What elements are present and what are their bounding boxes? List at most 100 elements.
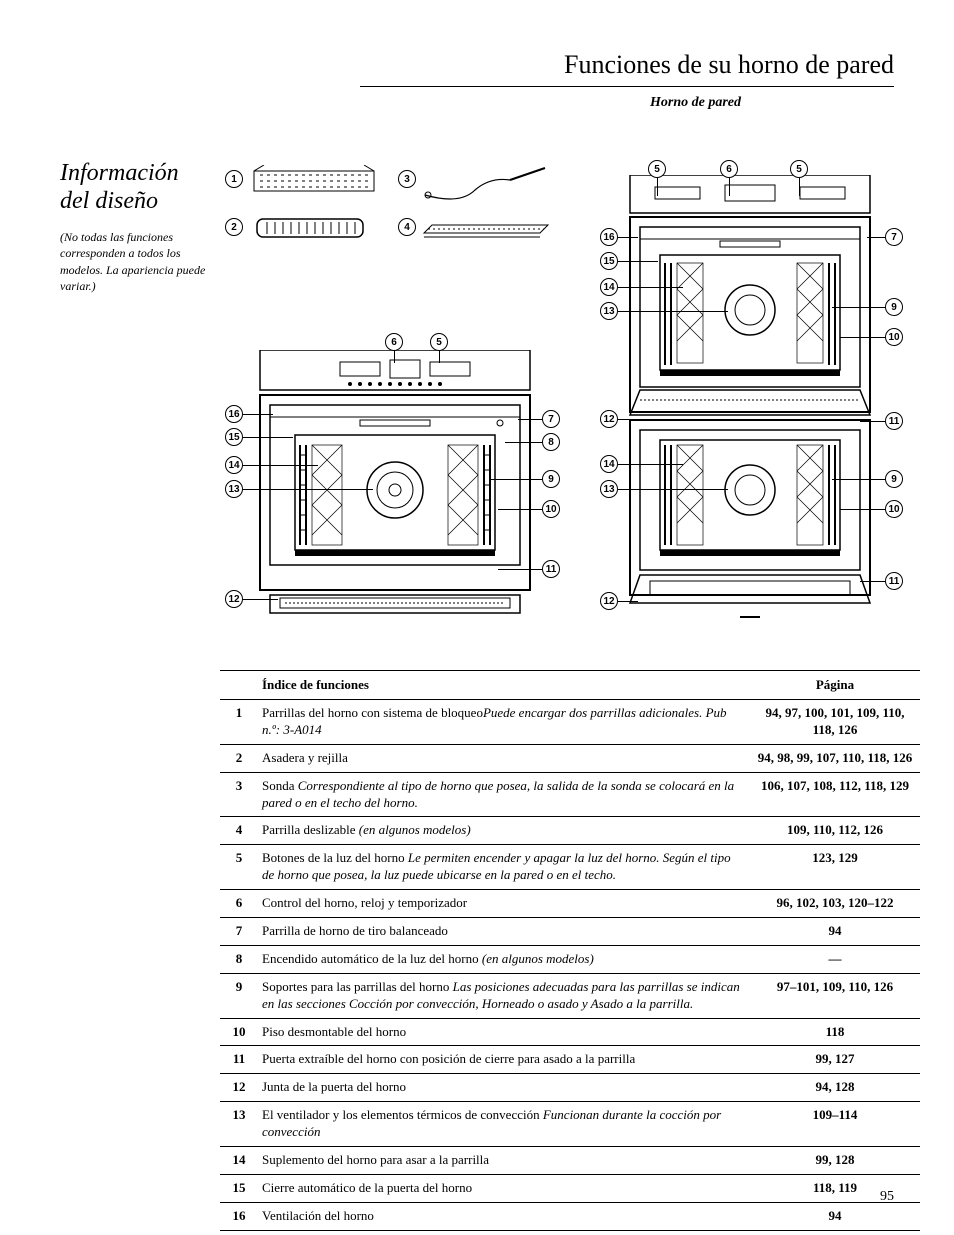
th-page: Página	[750, 671, 920, 700]
row-number: 16	[220, 1202, 258, 1230]
row-desc: Junta de la puerta del horno	[258, 1074, 750, 1102]
table-row: 16Ventilación del horno94	[220, 1202, 920, 1230]
table-row: 3Sonda Correspondiente al tipo de horno …	[220, 772, 920, 817]
table-row: 2Asadera y rejilla94, 98, 99, 107, 110, …	[220, 744, 920, 772]
callout-r13a: 13	[600, 302, 618, 320]
oven-double	[625, 175, 875, 625]
callout-4: 4	[398, 218, 416, 236]
main-column: 1 2 3 4	[220, 160, 920, 1231]
page-subtitle: Horno de pared	[650, 95, 894, 111]
table-row: 12Junta de la puerta del horno94, 128	[220, 1074, 920, 1102]
callout-r9a: 9	[885, 298, 903, 316]
row-desc: Ventilación del horno	[258, 1202, 750, 1230]
callout-r9b: 9	[885, 470, 903, 488]
row-pages: 94, 128	[750, 1074, 920, 1102]
row-number: 5	[220, 845, 258, 890]
row-desc: Asadera y rejilla	[258, 744, 750, 772]
callout-r16: 16	[600, 228, 618, 246]
page-title: Funciones de su horno de pared	[360, 50, 894, 87]
row-number: 9	[220, 973, 258, 1018]
callout-l6: 6	[385, 333, 403, 351]
callout-l10: 10	[542, 500, 560, 518]
callout-r13b: 13	[600, 480, 618, 498]
row-pages: 97–101, 109, 110, 126	[750, 973, 920, 1018]
row-desc: Suplemento del horno para asar a la parr…	[258, 1147, 750, 1175]
function-index-table: Índice de funciones Página 1Parrillas de…	[220, 670, 920, 1231]
callout-l14: 14	[225, 456, 243, 474]
callout-l5: 5	[430, 333, 448, 351]
row-number: 14	[220, 1147, 258, 1175]
row-number: 3	[220, 772, 258, 817]
oven-single	[250, 350, 540, 620]
row-desc: Control del horno, reloj y temporizador	[258, 890, 750, 918]
callout-2: 2	[225, 218, 243, 236]
row-pages: 96, 102, 103, 120–122	[750, 890, 920, 918]
sketch-broiler-pan	[255, 215, 365, 243]
table-row: 10Piso desmontable del horno118	[220, 1018, 920, 1046]
row-pages: 109–114	[750, 1102, 920, 1147]
table-row: 15Cierre automático de la puerta del hor…	[220, 1174, 920, 1202]
row-pages: 106, 107, 108, 112, 118, 129	[750, 772, 920, 817]
table-row: 14Suplemento del horno para asar a la pa…	[220, 1147, 920, 1175]
page-header: Funciones de su horno de pared Horno de …	[60, 50, 894, 140]
row-desc: Cierre automático de la puerta del horno	[258, 1174, 750, 1202]
section-heading: Información del diseño	[60, 160, 210, 215]
sidebar: Información del diseño (No todas las fun…	[60, 160, 220, 1231]
row-desc: Botones de la luz del horno Le permiten …	[258, 845, 750, 890]
row-pages: 94, 97, 100, 101, 109, 110, 118, 126	[750, 700, 920, 745]
callout-l11: 11	[542, 560, 560, 578]
th-index: Índice de funciones	[258, 671, 750, 700]
row-number: 2	[220, 744, 258, 772]
callout-r7: 7	[885, 228, 903, 246]
callout-r10a: 10	[885, 328, 903, 346]
callout-l8: 8	[542, 433, 560, 451]
row-number: 7	[220, 918, 258, 946]
callout-r15: 15	[600, 252, 618, 270]
row-number: 4	[220, 817, 258, 845]
row-desc: Parrillas del horno con sistema de bloqu…	[258, 700, 750, 745]
th-blank	[220, 671, 258, 700]
callout-r5b: 5	[790, 160, 808, 178]
table-row: 1Parrillas del horno con sistema de bloq…	[220, 700, 920, 745]
row-pages: 118, 119	[750, 1174, 920, 1202]
row-desc: El ventilador y los elementos térmicos d…	[258, 1102, 750, 1147]
row-number: 12	[220, 1074, 258, 1102]
row-pages: —	[750, 945, 920, 973]
row-pages: 99, 127	[750, 1046, 920, 1074]
row-pages: 99, 128	[750, 1147, 920, 1175]
row-desc: Parrilla de horno de tiro balanceado	[258, 918, 750, 946]
row-pages: 94, 98, 99, 107, 110, 118, 126	[750, 744, 920, 772]
callout-3: 3	[398, 170, 416, 188]
diagram-zone: 1 2 3 4	[220, 160, 920, 640]
callout-r11b: 11	[885, 572, 903, 590]
table-row: 7Parrilla de horno de tiro balanceado94	[220, 918, 920, 946]
row-pages: 94	[750, 918, 920, 946]
callout-l13: 13	[225, 480, 243, 498]
sketch-probe	[420, 165, 550, 205]
table-row: 6Control del horno, reloj y temporizador…	[220, 890, 920, 918]
row-desc: Puerta extraíble del horno con posición …	[258, 1046, 750, 1074]
row-pages: 109, 110, 112, 126	[750, 817, 920, 845]
callout-r6: 6	[720, 160, 738, 178]
callout-l9: 9	[542, 470, 560, 488]
callout-r14: 14	[600, 278, 618, 296]
table-row: 5Botones de la luz del horno Le permiten…	[220, 845, 920, 890]
row-pages: 94	[750, 1202, 920, 1230]
row-desc: Soportes para las parrillas del horno La…	[258, 973, 750, 1018]
table-row: 4Parrilla deslizable (en algunos modelos…	[220, 817, 920, 845]
callout-r14b: 14	[600, 455, 618, 473]
sketch-sliding-rack	[420, 215, 550, 245]
callout-l7: 7	[542, 410, 560, 428]
row-number: 13	[220, 1102, 258, 1147]
row-number: 10	[220, 1018, 258, 1046]
page-number: 95	[880, 1189, 894, 1205]
row-desc: Sonda Correspondiente al tipo de horno q…	[258, 772, 750, 817]
content-row: Información del diseño (No todas las fun…	[60, 160, 894, 1231]
row-number: 11	[220, 1046, 258, 1074]
table-row: 13El ventilador y los elementos térmicos…	[220, 1102, 920, 1147]
callout-1: 1	[225, 170, 243, 188]
callout-r12b: 12	[600, 592, 618, 610]
table-row: 8Encendido automático de la luz del horn…	[220, 945, 920, 973]
section-note: (No todas las funciones corresponden a t…	[60, 229, 210, 294]
row-number: 15	[220, 1174, 258, 1202]
